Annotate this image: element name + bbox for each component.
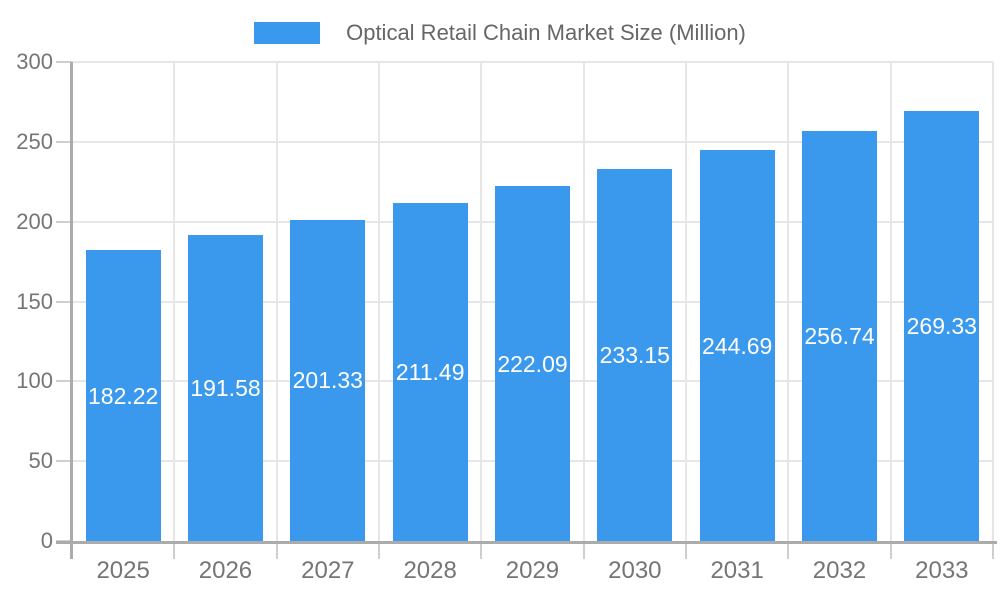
bar-value-label: 191.58: [190, 375, 261, 402]
x-tick: [992, 541, 994, 559]
x-tick: [889, 541, 892, 559]
y-axis-tick-label: 250: [16, 128, 53, 154]
bar-2032[interactable]: [802, 131, 877, 541]
x-axis-tick-label: 2031: [710, 557, 764, 584]
legend-label: Optical Retail Chain Market Size (Millio…: [346, 20, 746, 45]
x-tick: [275, 541, 278, 559]
x-tick: [787, 541, 790, 559]
x-tick: [173, 541, 176, 559]
v-gridline: [889, 62, 892, 541]
v-gridline: [480, 62, 483, 541]
bar-value-label: 233.15: [599, 341, 670, 368]
h-gridline: [72, 61, 993, 63]
bar-2025[interactable]: [85, 250, 161, 541]
x-tick: [685, 541, 687, 559]
bar-2027[interactable]: [290, 219, 366, 541]
x-tick: [582, 541, 585, 559]
x-axis-line: [56, 541, 997, 544]
legend: Optical Retail Chain Market Size (Millio…: [0, 20, 1000, 46]
y-tick: [56, 140, 72, 143]
x-axis-tick-label: 2026: [198, 557, 253, 584]
bar-2031[interactable]: [699, 150, 775, 541]
y-axis-line: [70, 62, 73, 559]
bar-value-label: 182.22: [88, 382, 159, 409]
legend-item[interactable]: Optical Retail Chain Market Size (Millio…: [254, 20, 746, 46]
y-axis-tick-label: 50: [28, 448, 53, 474]
y-axis-tick-label: 300: [16, 49, 53, 74]
x-axis-tick-label: 2025: [96, 557, 150, 584]
bar-2026[interactable]: [188, 235, 263, 541]
bar-value-label: 201.33: [292, 367, 363, 394]
bar-value-label: 244.69: [702, 332, 773, 359]
bar-value-label: 269.33: [906, 313, 977, 339]
x-axis-tick-label: 2029: [505, 557, 560, 584]
y-tick: [56, 380, 72, 383]
y-tick: [56, 220, 72, 223]
x-axis-tick-label: 2033: [915, 557, 969, 584]
v-gridline: [685, 62, 687, 541]
bar-value-label: 222.09: [497, 350, 568, 377]
legend-swatch: [254, 22, 321, 44]
v-gridline: [275, 62, 278, 541]
y-tick: [56, 460, 72, 463]
bar-value-label: 256.74: [804, 323, 875, 349]
v-gridline: [787, 62, 790, 541]
x-tick: [480, 541, 483, 559]
y-tick: [56, 300, 72, 303]
x-axis-tick-label: 2027: [301, 557, 355, 584]
bar-2028[interactable]: [392, 203, 468, 541]
x-axis-tick-label: 2028: [403, 557, 457, 584]
x-tick: [378, 541, 380, 559]
y-axis-tick-label: 100: [16, 368, 53, 394]
bar-2033[interactable]: [904, 111, 980, 541]
x-axis-tick-label: 2032: [812, 557, 867, 584]
x-axis-tick-label: 2030: [608, 557, 662, 584]
y-tick: [56, 61, 72, 63]
bar-value-label: 211.49: [395, 359, 465, 386]
bar-2030[interactable]: [597, 168, 673, 541]
y-axis-tick-label: 150: [16, 288, 53, 314]
v-gridline: [378, 62, 380, 541]
bar-2029[interactable]: [495, 186, 570, 541]
v-gridline: [992, 62, 994, 541]
y-axis-tick-label: 200: [16, 208, 53, 234]
v-gridline: [173, 62, 176, 541]
y-axis-tick-label: 0: [40, 528, 53, 553]
h-gridline: [72, 140, 993, 143]
v-gridline: [582, 62, 585, 541]
